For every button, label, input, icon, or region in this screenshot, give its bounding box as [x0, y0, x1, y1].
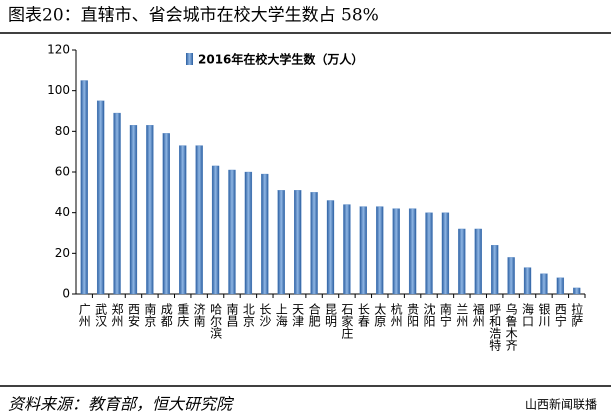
bar [392, 208, 400, 295]
y-tick-label: 60 [55, 165, 70, 179]
x-tick-label: 西安 [126, 303, 140, 327]
bar [277, 190, 285, 295]
x-tick-label: 银川 [537, 303, 551, 327]
x-tick-label: 哈尔滨 [209, 303, 223, 339]
source: 资料来源：教育部，恒大研究院 [8, 395, 235, 414]
y-tick-label: 100 [47, 83, 70, 97]
legend-swatch [186, 53, 193, 65]
bar [359, 206, 367, 295]
bar [507, 257, 515, 295]
bar [573, 287, 581, 295]
y-tick-label: 80 [55, 124, 70, 138]
bar [162, 133, 170, 295]
bar [129, 125, 138, 295]
bar [474, 228, 482, 295]
x-tick-label: 海口 [521, 302, 535, 327]
bar [376, 206, 384, 295]
x-tick-label: 北京 [241, 303, 255, 328]
bar [326, 200, 335, 295]
x-tick-label: 成都 [159, 303, 173, 327]
x-tick-label: 南宁 [438, 302, 452, 327]
x-tick-label: 拉萨 [570, 302, 584, 327]
bar [211, 165, 220, 295]
x-tick-label: 天津 [291, 303, 305, 327]
x-tick-label: 杭州 [389, 302, 403, 327]
y-tick-label: 120 [47, 43, 70, 57]
bar [294, 190, 302, 295]
y-tick-label: 20 [55, 246, 70, 260]
watermark: 山西新闻联播 [525, 397, 597, 412]
x-tick-label: 乌鲁木齐 [504, 302, 518, 351]
x-tick-label: 呼和浩特 [488, 303, 502, 351]
bar [195, 145, 203, 295]
x-tick-label: 兰州 [455, 303, 469, 327]
bar [146, 125, 154, 295]
x-tick-label: 武汉 [94, 303, 108, 327]
x-tick-label: 贵阳 [406, 303, 420, 327]
x-tick-label: 济南 [192, 302, 206, 327]
x-tick-label: 沈阳 [422, 302, 436, 327]
bar [425, 212, 433, 295]
bar [228, 169, 236, 295]
x-tick-label: 南京 [143, 302, 157, 328]
x-tick-label: 石家庄 [340, 303, 354, 340]
bar [556, 277, 565, 295]
x-tick-label: 西宁 [553, 303, 567, 327]
x-tick-label: 广州 [77, 303, 91, 327]
x-tick-label: 上海 [274, 303, 288, 327]
x-tick-label: 南昌 [225, 302, 239, 327]
x-tick-label: 福州 [471, 302, 485, 327]
bar [441, 212, 450, 295]
bar [523, 267, 532, 295]
bar [96, 100, 105, 295]
x-tick-label: 合肥 [307, 302, 321, 327]
x-tick-label: 重庆 [176, 303, 190, 327]
bar [310, 192, 318, 295]
bar [491, 245, 499, 295]
y-tick-label: 40 [55, 205, 70, 219]
x-tick-label: 长沙 [258, 303, 272, 327]
bar [458, 228, 466, 295]
x-tick-label: 长春 [356, 303, 370, 328]
bar [408, 208, 417, 295]
legend-label: 2016年在校大学生数（万人） [198, 52, 363, 67]
bar [343, 204, 351, 295]
y-tick-label: 0 [62, 287, 70, 301]
bar [540, 273, 548, 295]
bar [80, 80, 88, 295]
bar [113, 112, 121, 295]
x-tick-label: 太原 [373, 302, 387, 327]
bar [244, 171, 253, 295]
bar [261, 173, 269, 295]
bar [179, 145, 187, 295]
x-tick-label: 昆明 [324, 303, 338, 328]
chart-title: 图表20：直辖市、省会城市在校大学生数占 58% [8, 6, 379, 26]
x-tick-label: 郑州 [110, 302, 124, 327]
